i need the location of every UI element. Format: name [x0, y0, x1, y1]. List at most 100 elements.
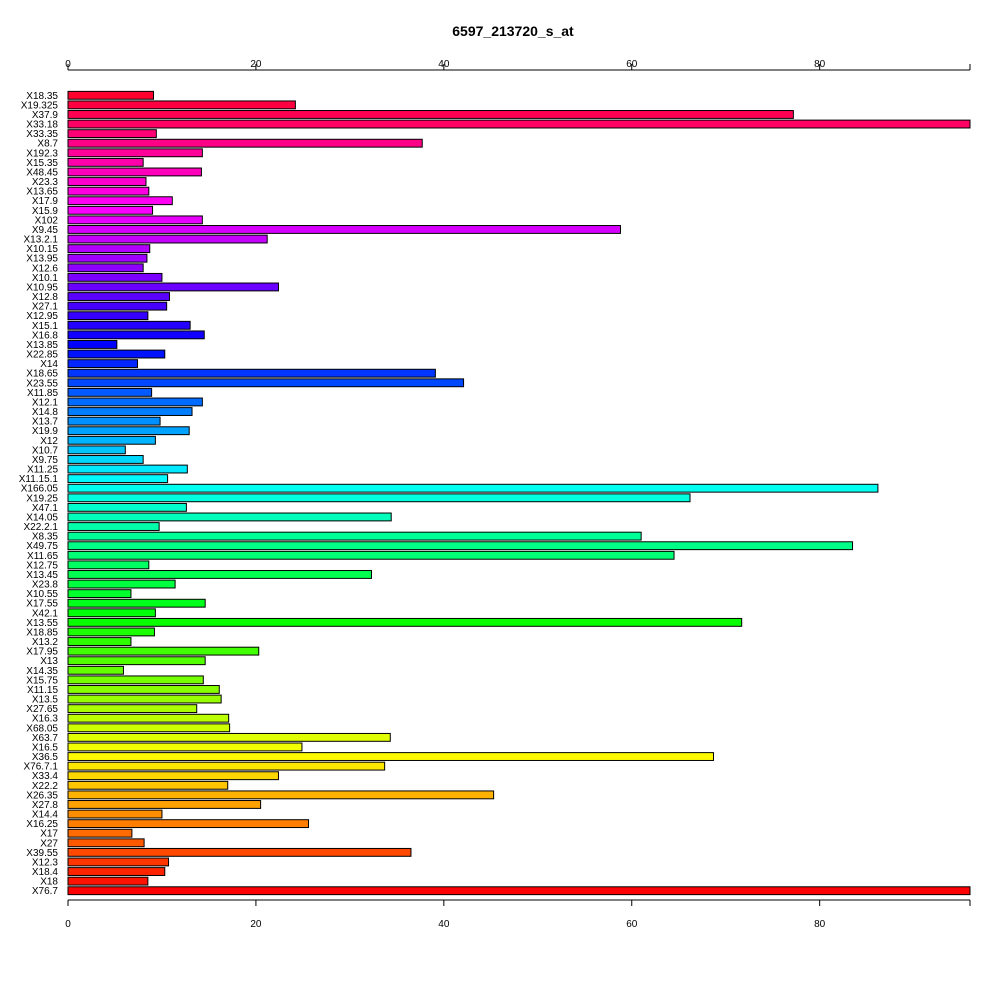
- category-label: X10.55: [26, 589, 58, 600]
- category-label: X12.95: [26, 311, 58, 322]
- bar-X10.15: [67, 244, 151, 254]
- bar-X14.35: [67, 665, 124, 675]
- category-label: X49.75: [26, 541, 58, 552]
- category-label: X10.15: [26, 244, 58, 255]
- bar-X13.2: [67, 637, 132, 646]
- bar-X9.45: [67, 225, 621, 234]
- category-label: X10.95: [26, 282, 58, 293]
- bar-X27.65: [67, 704, 198, 714]
- category-label: X19.9: [32, 426, 59, 437]
- bar-X12.6: [67, 263, 144, 273]
- category-label: X12.75: [26, 560, 58, 571]
- bar-X48.45: [67, 167, 202, 177]
- bar-X19.9: [67, 426, 190, 436]
- bar-X13.55: [67, 617, 743, 627]
- category-label: X17.55: [26, 599, 58, 610]
- category-label: X26.35: [26, 790, 58, 801]
- category-label: X18.4: [32, 867, 59, 878]
- category-label: X13.45: [26, 570, 58, 581]
- category-label: X23.8: [32, 580, 59, 591]
- category-label: X23.55: [26, 378, 58, 389]
- category-label: X102: [35, 215, 59, 226]
- category-label: X13.7: [32, 417, 59, 428]
- category-label: X63.7: [32, 733, 59, 744]
- bottom-x-axis: 0 20 40 60 80: [65, 899, 971, 930]
- bar-X76.7.1: [67, 761, 386, 771]
- bar-X14: [67, 359, 139, 369]
- bar-X17.9: [67, 196, 173, 206]
- category-label: X19.25: [26, 493, 58, 504]
- bar-X16.8: [67, 330, 205, 340]
- category-label: X13.55: [26, 618, 58, 629]
- bar-X15.75: [67, 675, 204, 685]
- category-label: X27: [40, 838, 58, 849]
- category-labels: X18.35X19.325X37.9X33.18X33.35X8.7X192.3…: [19, 91, 59, 897]
- category-label: X47.1: [32, 503, 59, 514]
- bar-X23.8: [67, 579, 176, 589]
- bar-X12: [67, 435, 156, 445]
- category-label: X13.95: [26, 254, 58, 265]
- bar-X15.35: [67, 157, 144, 167]
- bar-X14.8: [67, 407, 193, 416]
- category-label: X22.85: [26, 350, 58, 361]
- bar-X14.05: [67, 512, 392, 522]
- category-label: X14.05: [26, 512, 58, 523]
- bar-X37.9: [67, 110, 794, 119]
- bar-X16.3: [67, 713, 230, 723]
- bar-X39.55: [67, 847, 412, 857]
- bar-X166.05: [67, 483, 879, 493]
- bar-X18: [67, 876, 149, 886]
- bar-X13.85: [67, 340, 118, 349]
- category-label: X13.65: [26, 187, 58, 198]
- category-label: X36.5: [32, 752, 59, 763]
- tick-label: 0: [65, 919, 71, 930]
- tick-label: 40: [438, 59, 450, 70]
- bar-X13.7: [67, 416, 161, 426]
- bar-X8.35: [67, 531, 642, 541]
- bar-X17.95: [67, 646, 260, 656]
- category-label: X18: [40, 877, 58, 888]
- bar-X13.65: [67, 186, 150, 196]
- bar-X12.75: [67, 560, 150, 570]
- category-label: X8.7: [37, 139, 58, 150]
- bar-X33.4: [67, 771, 279, 781]
- bar-X16.25: [67, 819, 310, 829]
- bar-X17: [67, 828, 133, 838]
- category-label: X27.8: [32, 800, 59, 811]
- bar-X13.5: [67, 694, 222, 704]
- tick-label: 40: [438, 919, 450, 930]
- bar-X18.35: [67, 90, 155, 100]
- category-label: X16.25: [26, 819, 58, 830]
- category-label: X27.1: [32, 302, 59, 313]
- category-label: X12: [40, 436, 58, 447]
- category-label: X10.1: [32, 273, 59, 284]
- bar-X27: [67, 838, 145, 848]
- category-label: X10.7: [32, 445, 59, 456]
- category-label: X12.3: [32, 857, 59, 868]
- bar-X102: [67, 215, 203, 225]
- tick-label: 0: [65, 59, 71, 70]
- category-label: X13.5: [32, 695, 59, 706]
- category-label: X16.8: [32, 330, 59, 341]
- category-label: X18.35: [26, 91, 58, 102]
- bar-X76.7: [67, 886, 971, 896]
- category-label: X8.35: [32, 532, 59, 543]
- bar-X11.15: [67, 685, 220, 694]
- bars: [67, 90, 971, 896]
- bar-X10.1: [67, 272, 163, 282]
- category-label: X15.35: [26, 158, 58, 169]
- category-label: X13.85: [26, 340, 58, 351]
- category-label: X12.6: [32, 263, 59, 274]
- bar-X13.95: [67, 253, 148, 263]
- bar-X18.85: [67, 627, 155, 637]
- bar-X192.3: [67, 148, 203, 158]
- bar-X68.05: [67, 723, 231, 733]
- bar-X23.55: [67, 378, 465, 388]
- category-label: X17.95: [26, 647, 58, 658]
- bar-X36.5: [67, 752, 714, 761]
- bar-X12.8: [67, 292, 170, 301]
- bar-X11.15.1: [67, 474, 169, 484]
- bar-X33.35: [67, 129, 157, 139]
- category-label: X33.35: [26, 129, 58, 140]
- category-label: X33.18: [26, 120, 58, 131]
